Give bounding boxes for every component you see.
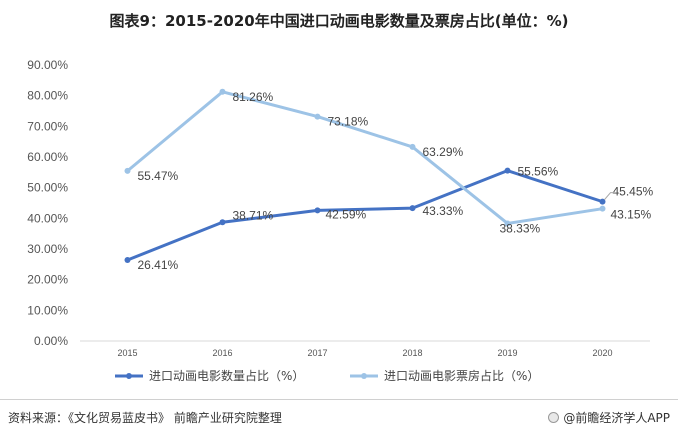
data-point: [314, 113, 321, 120]
x-tick-label: 2020: [592, 348, 612, 358]
y-tick-label: 10.00%: [27, 303, 68, 317]
y-tick-label: 40.00%: [27, 211, 68, 225]
footer-divider: [0, 399, 678, 400]
data-point: [504, 167, 511, 174]
data-point: [409, 205, 416, 212]
data-point: [504, 220, 511, 227]
data-label: 45.45%: [613, 185, 654, 199]
y-tick-label: 90.00%: [27, 58, 68, 72]
brand-text: @前瞻经济学人APP: [563, 411, 670, 425]
data-point: [124, 167, 131, 174]
y-tick-label: 70.00%: [27, 119, 68, 133]
data-label: 43.15%: [611, 208, 652, 222]
label-leader-line: [604, 192, 615, 200]
data-point: [314, 207, 321, 214]
x-tick-label: 2017: [307, 348, 327, 358]
data-label: 55.56%: [518, 165, 559, 179]
data-label: 81.26%: [233, 90, 274, 104]
data-label: 73.18%: [328, 115, 369, 129]
source-note: 资料来源：《文化贸易蓝皮书》 前瞻产业研究院整理: [8, 411, 282, 425]
data-point: [219, 219, 226, 226]
y-tick-label: 0.00%: [34, 334, 68, 348]
legend-label: 进口动画电影数量占比（%）: [149, 368, 304, 383]
legend-label: 进口动画电影票房占比（%）: [384, 368, 539, 383]
line-chart: 0.00% 10.00% 20.00% 30.00% 40.00% 50.00% 60.00…: [27, 58, 654, 383]
data-point: [599, 205, 606, 212]
data-point: [219, 88, 226, 95]
data-point: [599, 198, 606, 205]
brand-logo-icon: [548, 412, 560, 423]
x-tick-label: 2016: [212, 348, 232, 358]
data-label: 43.33%: [423, 204, 464, 218]
legend-swatch-marker: [361, 373, 367, 379]
data-point: [409, 143, 416, 150]
y-tick-label: 80.00%: [27, 89, 68, 103]
y-tick-label: 20.00%: [27, 273, 68, 287]
series-line: [126, 169, 603, 262]
data-label: 42.59%: [326, 207, 367, 221]
data-label: 26.41%: [138, 258, 179, 272]
data-label: 38.71%: [233, 208, 274, 222]
brand-credit: @前瞻经济学人APP: [548, 409, 670, 426]
legend-swatch-marker: [126, 373, 132, 379]
data-label: 63.29%: [423, 145, 464, 159]
y-tick-label: 50.00%: [27, 181, 68, 195]
x-tick-label: 2018: [402, 348, 422, 358]
x-tick-label: 2019: [497, 348, 517, 358]
x-tick-label: 2015: [117, 348, 137, 358]
data-label: 38.33%: [500, 221, 541, 235]
y-tick-label: 60.00%: [27, 150, 68, 164]
chart-title: 图表9：2015-2020年中国进口动画电影数量及票房占比(单位：%): [109, 12, 569, 30]
data-label: 55.47%: [138, 169, 179, 183]
data-point: [124, 257, 131, 264]
series-line: [126, 90, 603, 225]
y-tick-label: 30.00%: [27, 242, 68, 256]
